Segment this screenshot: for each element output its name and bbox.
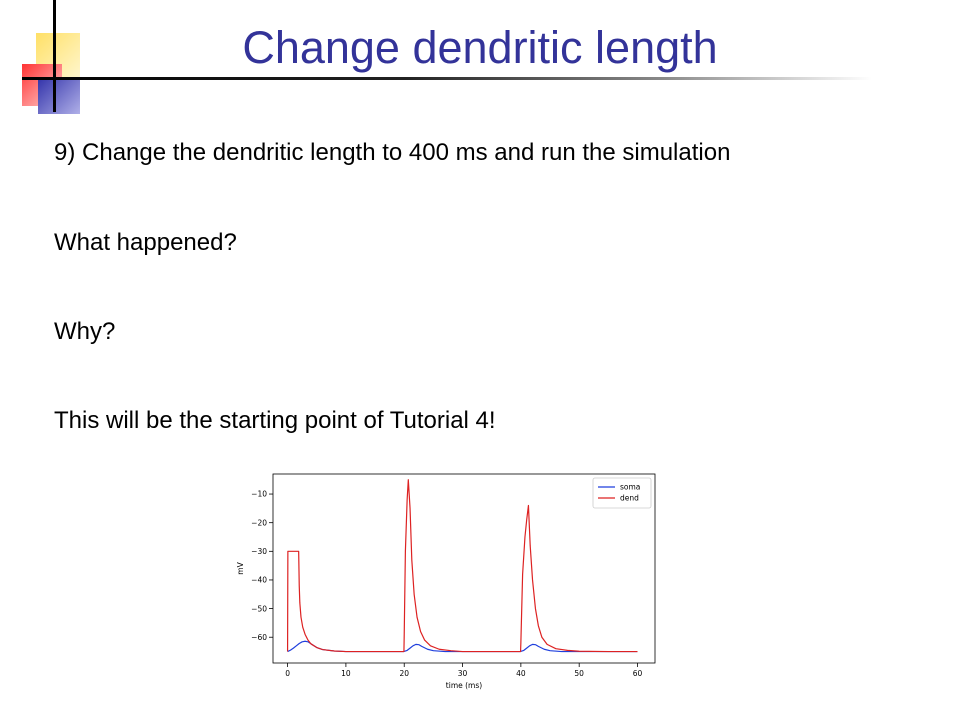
x-tick-label: 20 — [399, 669, 409, 678]
plot-frame — [272, 473, 656, 664]
y-axis-label: mV — [236, 561, 245, 574]
x-tick-label: 0 — [285, 669, 290, 678]
title-rule — [22, 77, 872, 80]
x-tick-label: 50 — [574, 669, 584, 678]
decor-vertical-line — [53, 0, 56, 112]
x-tick-label: 60 — [633, 669, 643, 678]
question-why: Why? — [54, 318, 116, 345]
y-tick-label: −20 — [251, 518, 267, 527]
tutorial-note: This will be the starting point of Tutor… — [54, 407, 496, 434]
y-tick-label: −10 — [251, 490, 267, 499]
voltage-trace-chart: 0 10 20 30 40 50 60 −60 −50 −40 −30 −20 −10 time (ms)… — [236, 473, 656, 690]
x-tick-label: 10 — [341, 669, 351, 678]
decor-blue-square — [38, 78, 80, 114]
series-line-dend — [286, 479, 638, 653]
y-tick-label: −60 — [251, 633, 267, 642]
slide-title: Change dendritic length — [242, 22, 718, 73]
y-tick-label: −30 — [251, 547, 267, 556]
y-tick-label: −50 — [251, 604, 267, 613]
y-tick-label: −40 — [251, 576, 267, 585]
legend-label-dend: dend — [620, 494, 639, 503]
x-tick-label: 30 — [458, 669, 468, 678]
legend-box — [592, 477, 652, 509]
legend-label-soma: soma — [620, 483, 640, 492]
question-what-happened: What happened? — [54, 229, 237, 256]
instruction-line: 9) Change the dendritic length to 400 ms… — [54, 139, 731, 166]
x-tick-label: 40 — [516, 669, 526, 678]
x-axis-label: time (ms) — [446, 681, 482, 690]
series-line-soma — [287, 640, 638, 653]
